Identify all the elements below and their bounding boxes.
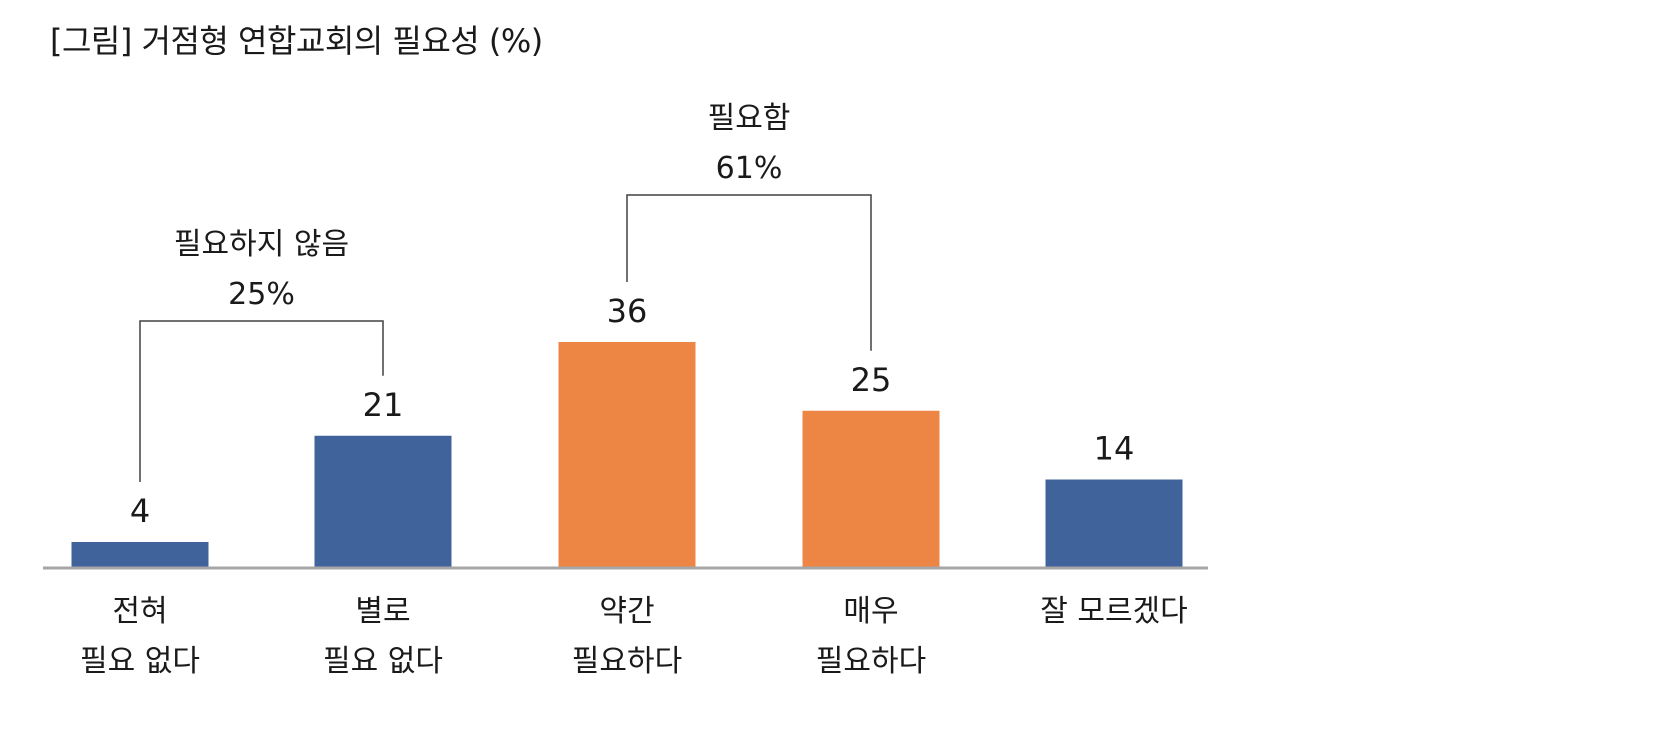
bar	[314, 435, 452, 567]
category-label: 필요 없다	[80, 644, 200, 679]
category-label: 필요 없다	[323, 644, 443, 679]
bar-value-label: 25	[851, 361, 892, 399]
group-bracket	[626, 194, 872, 351]
category-label: 필요하다	[572, 644, 682, 679]
bar	[1045, 479, 1183, 567]
category-label: 잘 모르겠다	[1040, 594, 1188, 629]
bar-value-label: 4	[130, 492, 150, 530]
category-label: 필요하다	[816, 644, 926, 679]
group-total-label: 61%	[716, 151, 783, 186]
category-label: 매우	[843, 594, 898, 629]
category-label: 약간	[599, 594, 654, 629]
group-label: 필요하지 않음	[174, 227, 349, 262]
bar	[71, 542, 209, 567]
group-bracket	[139, 320, 384, 482]
bar	[558, 342, 696, 567]
category-label: 전혀	[112, 594, 167, 629]
bar	[802, 410, 940, 567]
bar-value-label: 36	[607, 292, 648, 330]
bar-value-label: 21	[363, 386, 404, 424]
category-label: 별로	[355, 594, 410, 629]
bar-value-label: 14	[1094, 430, 1135, 468]
chart-title: [그림] 거점형 연합교회의 필요성 (%)	[50, 22, 543, 60]
group-total-label: 25%	[228, 277, 295, 312]
group-label: 필요함	[708, 101, 791, 136]
